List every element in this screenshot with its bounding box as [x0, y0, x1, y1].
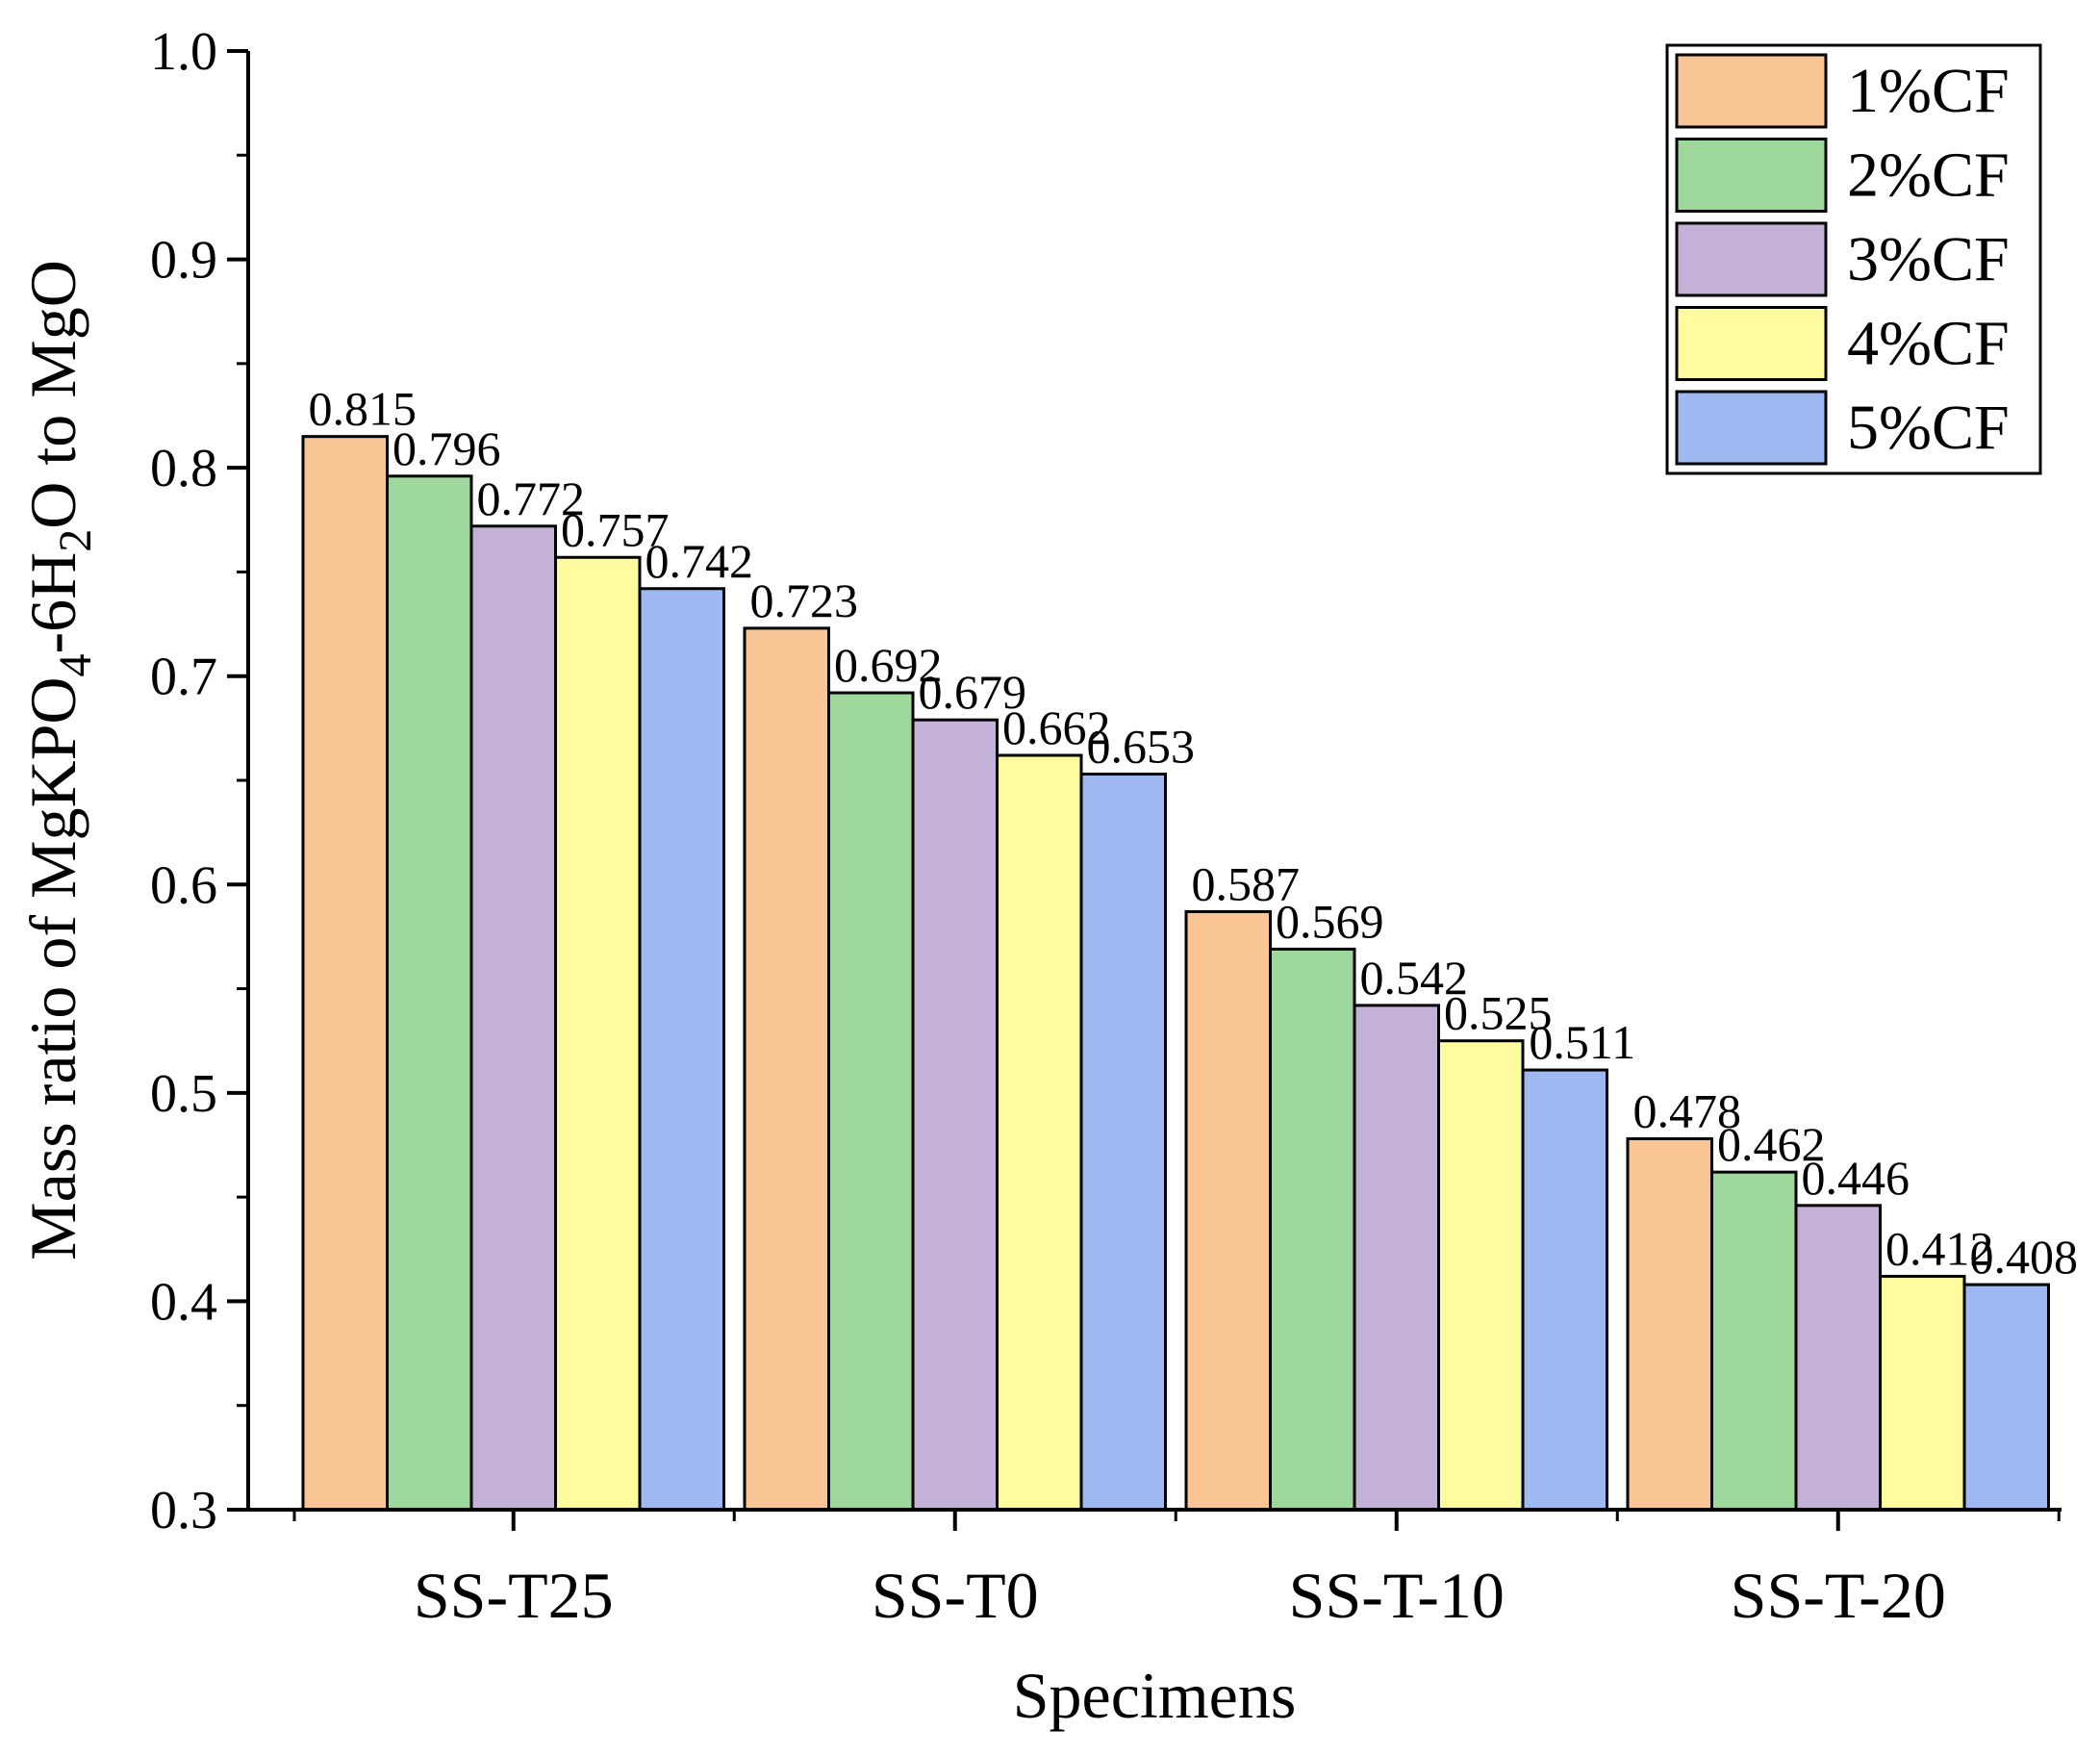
data-label: 0.446	[1802, 1151, 1910, 1205]
bar-1pctcf-ss-t-10	[1184, 909, 1272, 1512]
data-label: 0.408	[1970, 1230, 2079, 1284]
y-axis-title-sub-1: 4	[50, 654, 101, 677]
data-label: 0.723	[750, 573, 859, 627]
x-ticks: SS-T25 SS-T0 SS-T-10 SS-T-20	[292, 1510, 2061, 1632]
data-label: 0.815	[309, 382, 417, 436]
bar-1pctcf-ss-t-20	[1626, 1137, 1713, 1512]
bar-4pctcf-ss-t0	[996, 753, 1083, 1512]
bar-4pctcf-ss-t-10	[1437, 1039, 1525, 1512]
bar-4pctcf-ss-t-20	[1879, 1274, 1966, 1512]
bar-2pctcf-ss-t25	[386, 474, 473, 1512]
data-label: 0.692	[834, 638, 943, 692]
data-label: 0.525	[1444, 986, 1553, 1040]
y-ticks: 0.3 0.4 0.5 0.6 0.7 0.8 0.9 1.0	[150, 22, 248, 1540]
x-category-label: SS-T0	[872, 1559, 1039, 1632]
data-labels-layer: 0.815 0.723 0.587 0.478 0.796 0.692 0.569 0.462…	[309, 382, 2079, 1284]
bar-5pctcf-ss-t25	[638, 587, 725, 1512]
y-axis-title-mid: -6H	[16, 552, 89, 654]
x-category-label: SS-T-10	[1289, 1559, 1505, 1632]
data-label: 0.757	[561, 502, 670, 556]
data-label: 0.412	[1885, 1221, 1994, 1275]
y-tick-label: 0.4	[150, 1272, 217, 1332]
y-axis-title-sub-2: 2	[50, 529, 101, 552]
x-category-label: SS-T-20	[1731, 1559, 1946, 1632]
y-tick-label: 0.8	[150, 439, 217, 498]
legend-label: 1%CF	[1847, 56, 2010, 126]
bar-1pctcf-ss-t25	[301, 435, 389, 1512]
data-label: 0.796	[392, 421, 501, 475]
bar-2pctcf-ss-t-10	[1269, 947, 1356, 1512]
x-axis-title: Specimens	[1013, 1659, 1297, 1732]
bar-5pctcf-ss-t-20	[1962, 1283, 2050, 1512]
legend-label: 2%CF	[1847, 140, 2010, 211]
x-category-label: SS-T25	[414, 1559, 614, 1632]
bar-5pctcf-ss-t-10	[1521, 1068, 1608, 1512]
legend-swatch	[1675, 221, 1828, 297]
bar-3pctcf-ss-t0	[911, 718, 999, 1512]
legend-label: 3%CF	[1847, 224, 2010, 294]
data-label: 0.478	[1633, 1084, 1742, 1138]
bar-3pctcf-ss-t25	[469, 524, 557, 1512]
y-tick-label: 0.3	[150, 1481, 217, 1540]
legend-swatch	[1675, 138, 1828, 213]
y-axis-title-suffix: O to MgO	[16, 260, 89, 529]
data-label: 0.511	[1529, 1015, 1635, 1069]
bar-2pctcf-ss-t0	[827, 691, 915, 1512]
data-label: 0.772	[477, 471, 586, 525]
data-label: 0.662	[1002, 700, 1111, 754]
legend: 1%CF 2%CF 3%CF 4%CF 5%CF	[1665, 43, 2042, 475]
bar-4pctcf-ss-t25	[554, 555, 642, 1512]
legend-label: 4%CF	[1847, 309, 2010, 379]
data-label: 0.679	[919, 665, 1027, 719]
y-tick-label: 0.5	[150, 1064, 217, 1124]
bars-layer	[301, 435, 2050, 1512]
legend-swatch	[1675, 390, 1828, 466]
y-axis-title-prefix: Mass ratio of MgKPO	[16, 677, 89, 1260]
data-label: 0.742	[645, 534, 754, 588]
axes: 0.30.40.50.60.70.80.91.0 SS-T25 SS-T0 SS-T…	[150, 22, 2062, 1632]
y-axis-title: Mass ratio of MgKPO4-6H2O to MgO	[16, 260, 101, 1260]
data-label: 0.542	[1360, 951, 1469, 1005]
y-tick-label: 0.7	[150, 648, 217, 707]
bar-2pctcf-ss-t-20	[1710, 1170, 1798, 1512]
y-tick-label: 1.0	[150, 22, 217, 82]
bar-3pctcf-ss-t-10	[1353, 1004, 1440, 1512]
data-label: 0.462	[1717, 1117, 1826, 1171]
bar-5pctcf-ss-t0	[1079, 773, 1167, 1512]
y-tick-label: 0.9	[150, 231, 217, 291]
legend-label: 5%CF	[1847, 393, 2010, 463]
data-label: 0.569	[1276, 894, 1384, 948]
bar-1pctcf-ss-t0	[743, 626, 830, 1512]
data-label: 0.653	[1087, 720, 1196, 774]
data-label: 0.587	[1192, 856, 1301, 910]
legend-swatch	[1675, 306, 1828, 381]
legend-swatch	[1675, 53, 1828, 129]
y-tick-label: 0.6	[150, 855, 217, 915]
legend-items: 1%CF 2%CF 3%CF 4%CF 5%CF	[1675, 53, 2010, 466]
bar-3pctcf-ss-t-20	[1794, 1204, 1882, 1512]
